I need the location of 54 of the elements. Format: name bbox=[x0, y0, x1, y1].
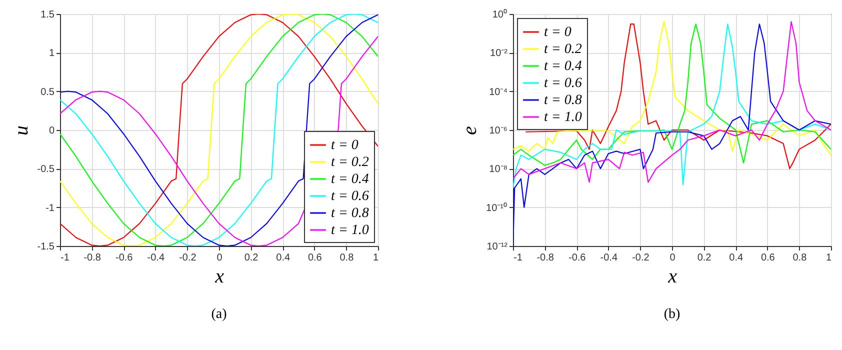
legend-label: t = 1.0 bbox=[544, 110, 582, 125]
x-tick-label: -0.4 bbox=[600, 252, 618, 264]
x-tick-label: -0.4 bbox=[147, 252, 165, 264]
legend-label: t = 0 bbox=[331, 138, 358, 153]
y-tick-label: 0.5 bbox=[40, 86, 55, 98]
x-tick-label: -0.2 bbox=[632, 252, 650, 264]
y-tick-label: 10⁻¹² bbox=[486, 242, 508, 252]
y-tick-label: -1.5 bbox=[37, 242, 55, 252]
x-tick-label: 1 bbox=[372, 252, 379, 264]
x-tick-label: 0.8 bbox=[340, 252, 354, 264]
x-tick-label: 0.4 bbox=[729, 252, 744, 264]
legend-label: t = 1.0 bbox=[331, 223, 369, 238]
x-tick-label: -0.6 bbox=[568, 252, 586, 264]
legend-label: t = 0.8 bbox=[331, 206, 369, 221]
x-tick-label: 0.4 bbox=[276, 252, 290, 264]
y-tick-label: -1 bbox=[46, 202, 55, 214]
legend-label: t = 0 bbox=[544, 25, 572, 40]
y-tick-label: -0.5 bbox=[37, 164, 55, 176]
x-tick-label: -0.6 bbox=[115, 252, 134, 264]
x-tick-label: 0.8 bbox=[792, 252, 808, 264]
y-tick-label: 10⁻¹⁰ bbox=[486, 202, 508, 214]
x-tick-label: -1 bbox=[60, 252, 70, 264]
y-axis-title: u bbox=[10, 126, 32, 136]
x-tick-label: -0.8 bbox=[536, 252, 554, 264]
x-axis-title: x bbox=[214, 266, 224, 288]
legend-label: t = 0.2 bbox=[544, 42, 582, 57]
x-axis-title: x bbox=[667, 266, 678, 288]
x-tick-label: -1 bbox=[514, 252, 523, 264]
y-tick-label: 1.5 bbox=[40, 10, 55, 20]
legend-label: t = 0.4 bbox=[544, 59, 582, 74]
x-tick-label: -0.8 bbox=[84, 252, 102, 264]
x-tick-label: -0.2 bbox=[179, 252, 197, 264]
legend-label: t = 0.4 bbox=[331, 172, 369, 187]
y-tick-label: 10⁻⁶ bbox=[489, 126, 508, 136]
y-tick-label: 10⁻⁸ bbox=[489, 164, 508, 176]
x-tick-label: 0.6 bbox=[308, 252, 322, 264]
y-tick-label: 10⁻² bbox=[490, 48, 508, 60]
x-tick-label: 0 bbox=[670, 252, 676, 264]
text: (b) bbox=[664, 307, 680, 322]
y-axis-title: e bbox=[459, 126, 482, 135]
legend-label: t = 0.8 bbox=[544, 93, 582, 108]
text: (a) bbox=[211, 307, 228, 322]
y-tick-label: 0 bbox=[48, 126, 55, 136]
legend-label: t = 0.6 bbox=[544, 76, 582, 91]
x-tick-label: 1 bbox=[826, 252, 832, 264]
x-tick-label: 0.2 bbox=[697, 252, 712, 264]
legend-label: t = 0.2 bbox=[331, 155, 369, 170]
legend-label: t = 0.6 bbox=[331, 189, 369, 204]
y-tick-label: 10⁰ bbox=[492, 8, 508, 20]
x-tick-label: 0 bbox=[216, 252, 223, 264]
y-tick-label: 1 bbox=[48, 48, 55, 60]
x-tick-label: 0.6 bbox=[760, 252, 776, 264]
y-tick-label: 10⁻⁴ bbox=[489, 86, 508, 98]
x-tick-label: 0.2 bbox=[244, 252, 259, 264]
